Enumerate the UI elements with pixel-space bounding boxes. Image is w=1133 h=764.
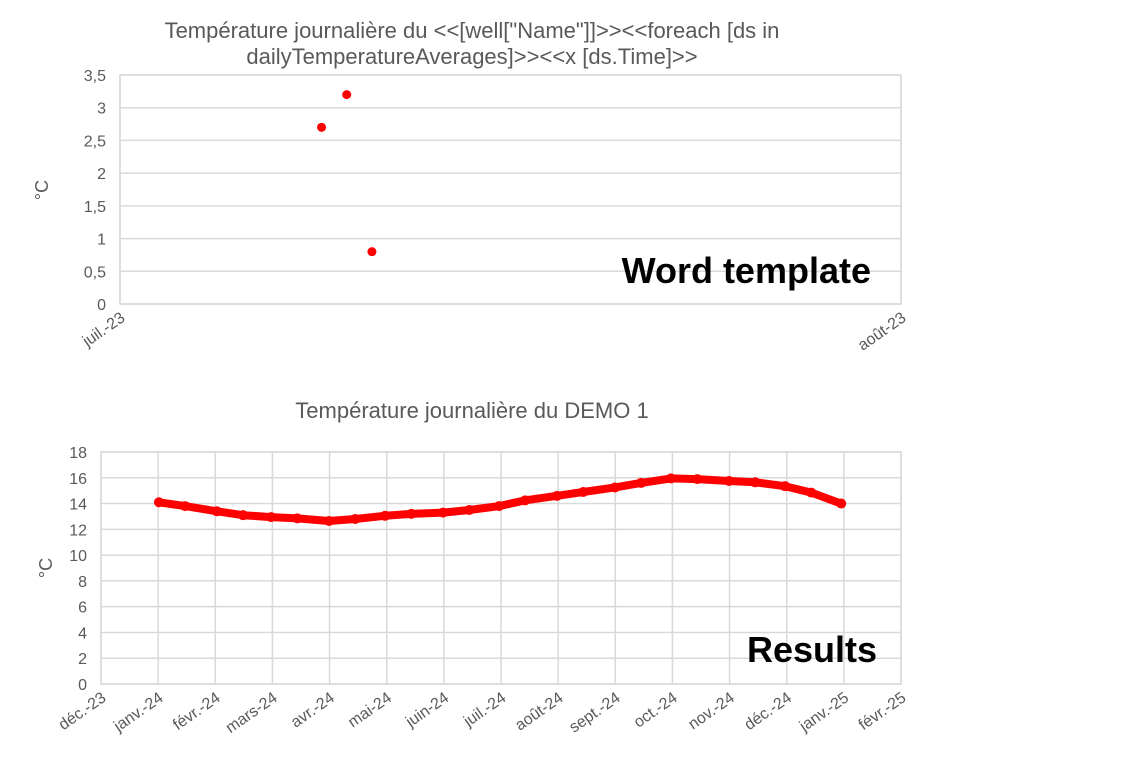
chart2-x-tick-label: juil.-24 [460,689,509,731]
chart2-data-point [636,477,647,488]
chart2-x-tick-label: nov.-24 [685,689,738,733]
chart2-data-point [406,508,417,519]
chart1-data-point [342,90,352,100]
chart1-y-tick-label: 2 [97,166,106,183]
chart2-x-tick-label: mai-24 [345,689,395,731]
chart2-data-point [780,481,791,492]
chart2-x-tick-label: févr.-24 [170,689,224,734]
chart2-x-tick-label: oct.-24 [631,689,681,731]
chart2-data-point [836,498,847,509]
chart1-y-tick-label: 3,5 [84,68,106,85]
chart1-title-line2: dailyTemperatureAverages]>><<x [ds.Time]… [246,44,697,69]
chart2-y-tick-label: 18 [69,445,87,462]
chart2-x-tick-label: janv.-24 [110,689,166,736]
chart2-plot-frame [100,451,902,685]
chart2-y-tick-label: 10 [69,548,87,565]
chart1-y-tick-label: 0 [97,297,106,314]
chart1-data-point [367,247,377,257]
chart1-data-point [317,122,327,132]
chart2-y-tick-label: 12 [69,522,87,539]
chart2-x-tick-label: avr.-24 [288,689,338,731]
chart2-data-point [350,514,361,525]
chart1-title-line1: Température journalière du <<[well["Name… [165,18,780,43]
chart2-y-tick-label: 2 [78,651,87,668]
chart2-y-tick-label: 0 [78,677,87,694]
chart2-data-point [692,474,703,485]
chart2-data-point [666,473,677,484]
chart2-data-point [438,507,449,518]
chart2-y-tick-label: 8 [78,574,87,591]
chart2-y-tick-label: 16 [69,471,87,488]
chart2-data-point [578,486,589,497]
chart2-x-tick-label: sept.-24 [566,689,623,736]
chart2-x-tick-label: janv.-25 [796,689,852,736]
chart2-x-tick-label: août-24 [512,689,566,734]
chart2-data-point [153,497,164,508]
chart1-y-tick-label: 3 [97,101,106,118]
chart2-data-point [750,477,761,488]
chart2-data-point [806,487,817,498]
chart1-y-tick-label: 1,5 [84,199,106,216]
chart2-data-point [494,501,505,512]
chart2-x-tick-label: déc.-24 [742,689,796,734]
chart2-data-point [266,512,277,523]
chart2-data-point [464,505,475,515]
chart2-data-point [324,515,335,526]
chart2-y-tick-label: 14 [69,497,87,514]
chart2-y-axis-label: °C [36,558,56,578]
chart2-y-tick-label: 4 [78,625,87,642]
chart-word-template: Température journalière du <<[well["Name… [32,18,909,354]
chart2-data-point [552,490,563,501]
chart2-data-point [380,510,391,521]
chart2-x-tick-label: févr.-25 [856,689,910,734]
chart2-y-tick-label: 6 [78,600,87,617]
chart2-data-point [180,501,191,512]
chart2-title: Température journalière du DEMO 1 [295,398,648,423]
chart1-x-tick-label: juil.-23 [79,309,128,351]
chart2-data-point [520,495,531,506]
chart1-y-tick-label: 0,5 [84,264,106,281]
chart1-y-tick-label: 1 [97,232,106,249]
chart2-x-tick-label: juin-24 [402,689,452,731]
chart1-plot-frame [119,74,902,305]
chart2-data-point [238,510,249,521]
chart2-data-point [724,476,735,486]
chart2-data-point [211,506,222,517]
chart-results: Température journalière du DEMO 1 0 2 4 6 8 1… [36,398,909,737]
chart1-overlay-label: Word template [622,250,871,291]
chart2-data-point [292,513,303,524]
chart2-series-trail [154,474,846,525]
chart2-data-point [610,482,621,493]
chart1-x-tick-label: août-23 [855,309,909,354]
chart2-overlay-label: Results [747,629,877,670]
chart1-y-axis-label: °C [32,180,52,200]
chart2-x-tick-label: mars-24 [223,689,281,737]
chart1-y-tick-label: 2,5 [84,133,106,150]
chart2-x-tick-label: déc.-23 [56,689,110,734]
